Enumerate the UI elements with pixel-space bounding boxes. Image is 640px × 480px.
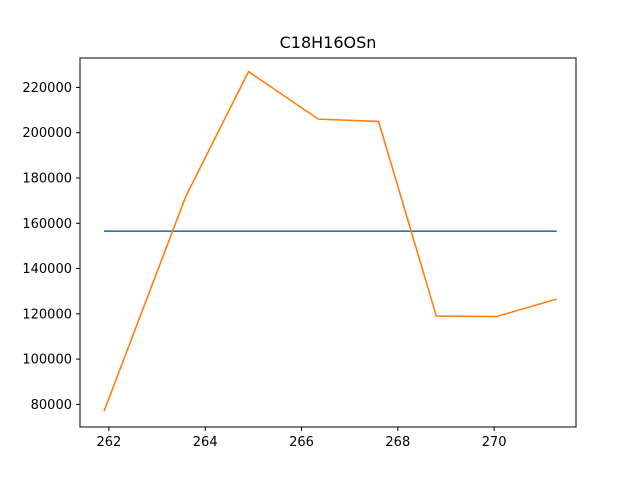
axis-layer: 262 264 266 268 270 80000 100000 120000 140000 16… <box>22 81 506 450</box>
y-tick-label: 160000 <box>22 217 72 232</box>
x-tick-label: 270 <box>482 435 507 450</box>
series-layer <box>103 70 557 412</box>
x-tick-label: 266 <box>289 435 314 450</box>
plot-frame <box>79 57 577 428</box>
series-line-1 <box>103 70 557 412</box>
y-tick-label: 140000 <box>22 262 72 277</box>
y-tick-label: 80000 <box>31 398 72 413</box>
chart-title: C18H16OSn <box>280 33 377 52</box>
x-tick-label: 262 <box>96 435 121 450</box>
x-tick-label: 268 <box>385 435 410 450</box>
y-tick-label: 100000 <box>22 353 72 368</box>
y-tick-label: 200000 <box>22 126 72 141</box>
y-tick-label: 180000 <box>22 171 72 186</box>
y-tick-label: 120000 <box>22 307 72 322</box>
y-tick-label: 220000 <box>22 81 72 96</box>
x-tick-label: 264 <box>193 435 218 450</box>
